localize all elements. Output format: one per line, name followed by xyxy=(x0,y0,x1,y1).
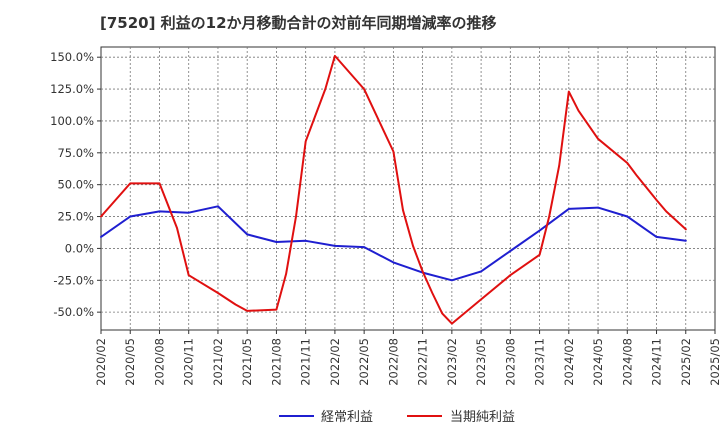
y-tick-label: 25.0% xyxy=(57,210,94,224)
y-tick-label: -50.0% xyxy=(53,305,94,319)
y-tick-label: 100.0% xyxy=(50,114,94,128)
x-tick-label: 2024/08 xyxy=(620,338,634,386)
x-tick-label: 2025/02 xyxy=(679,338,693,386)
x-tick-label: 2023/08 xyxy=(503,338,517,386)
y-tick-label: 150.0% xyxy=(50,50,94,64)
legend: 経常利益 当期純利益 xyxy=(279,410,515,425)
y-tick-label: 75.0% xyxy=(57,146,94,160)
y-tick-label: 125.0% xyxy=(50,82,94,96)
x-tick-label: 2021/11 xyxy=(299,338,313,386)
x-tick-label: 2024/11 xyxy=(650,338,664,386)
x-tick-label: 2023/02 xyxy=(445,338,459,386)
x-tick-label: 2024/05 xyxy=(591,338,605,386)
y-tick-label: -25.0% xyxy=(53,273,94,287)
x-tick-label: 2021/08 xyxy=(269,338,283,386)
x-tick-label: 2023/05 xyxy=(474,338,488,386)
x-tick-label: 2024/02 xyxy=(562,338,576,386)
x-tick-label: 2023/11 xyxy=(533,338,547,386)
y-tick-label: 50.0% xyxy=(57,178,94,192)
x-tick-label: 2022/05 xyxy=(357,338,371,386)
series-line-2 xyxy=(100,54,687,325)
x-tick-label: 2020/11 xyxy=(182,338,196,386)
x-tick-label: 2021/02 xyxy=(211,338,225,386)
x-tick-label: 2022/02 xyxy=(328,338,342,386)
series-line-1 xyxy=(100,205,687,282)
legend-label-2: 当期純利益 xyxy=(450,410,515,425)
axis-layer: 150.0% 125.0% 100.0% 75.0% 50.0% 25.0% 0.0% -25… xyxy=(50,50,720,386)
x-tick-label: 2022/11 xyxy=(416,338,430,386)
grid-layer xyxy=(100,46,716,331)
series-layer xyxy=(100,54,687,325)
y-tick-label: 0.0% xyxy=(65,241,94,255)
x-tick-label: 2021/05 xyxy=(240,338,254,386)
x-tick-label: 2025/05 xyxy=(708,338,720,386)
legend-label-1: 経常利益 xyxy=(321,410,373,425)
x-tick-label: 2020/08 xyxy=(152,338,166,386)
chart-title: [7520] 利益の12か月移動合計の対前年同期増減率の推移 xyxy=(100,14,497,32)
plot-frame xyxy=(100,46,716,331)
x-tick-label: 2020/02 xyxy=(94,338,108,386)
x-tick-label: 2022/08 xyxy=(386,338,400,386)
x-tick-label: 2020/05 xyxy=(123,338,137,386)
